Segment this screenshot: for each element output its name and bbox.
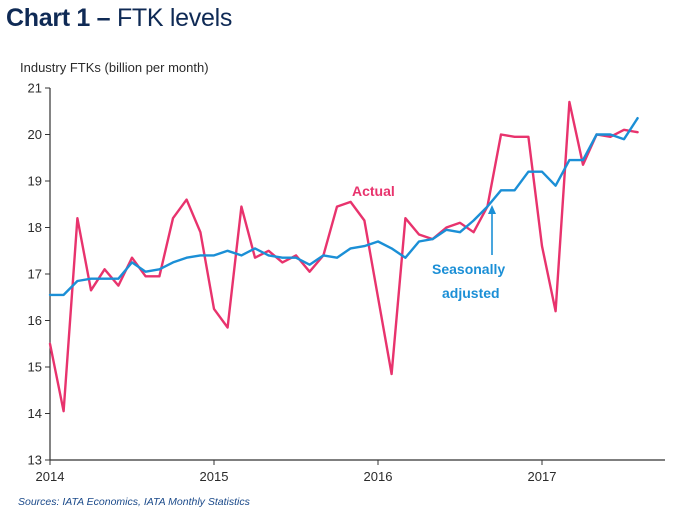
x-tick-label: 2016 bbox=[364, 469, 393, 484]
annotation-arrow-head bbox=[488, 205, 496, 214]
y-tick-label: 18 bbox=[28, 220, 42, 235]
chart-title-rest: FTK levels bbox=[116, 4, 233, 32]
y-tick-label: 17 bbox=[28, 267, 42, 282]
y-tick-label: 20 bbox=[28, 127, 42, 142]
y-tick-label: 19 bbox=[28, 174, 42, 189]
x-axis: 2014 2015 2016 2017 bbox=[36, 459, 665, 484]
x-tick-label: 2014 bbox=[36, 469, 65, 484]
annotation-adjusted: adjusted bbox=[442, 285, 500, 301]
series-line-actual bbox=[48, 100, 639, 413]
annotation-seasonally: Seasonally bbox=[432, 261, 505, 277]
y-axis-label: Industry FTKs (billion per month) bbox=[20, 60, 209, 75]
chart-title: Chart 1 – FTK levels bbox=[6, 4, 232, 33]
annotations: Actual Seasonally adjusted bbox=[352, 183, 505, 301]
annotation-actual: Actual bbox=[352, 183, 395, 199]
series-layer bbox=[48, 100, 639, 413]
y-tick-label: 21 bbox=[28, 81, 42, 96]
y-tick-label: 13 bbox=[28, 453, 42, 468]
y-tick-label: 15 bbox=[28, 360, 42, 375]
x-tick-label: 2017 bbox=[528, 469, 557, 484]
y-tick-label: 16 bbox=[28, 313, 42, 328]
x-tick-label: 2015 bbox=[200, 469, 229, 484]
y-axis: 13 14 15 16 17 18 19 20 21 bbox=[28, 81, 51, 468]
y-tick-label: 14 bbox=[28, 406, 42, 421]
series-line-seasonally-adjusted bbox=[48, 116, 639, 297]
chart-title-bold: Chart 1 – bbox=[6, 4, 111, 32]
source-note: Sources: IATA Economics, IATA Monthly St… bbox=[18, 496, 250, 508]
